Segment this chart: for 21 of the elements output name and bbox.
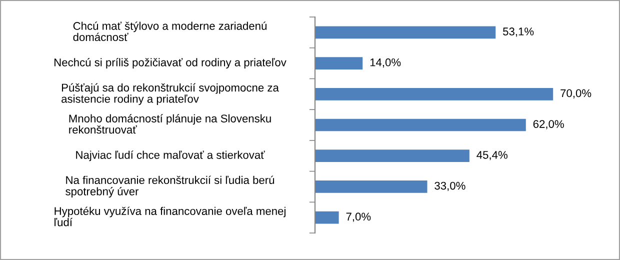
data-label: 62,0% [533,120,564,130]
bar [315,88,554,100]
data-label: 14,0% [370,58,401,68]
bar [315,57,363,70]
y-tick-label: Nechcú si príliš požičiavať od rodiny a priateľov [54,58,286,69]
y-tick-label: Púšťajú sa do rekonštrukcií svojpomocne za asistencie rodiny a priateľov [62,83,279,105]
data-label: 53,1% [503,28,534,37]
bar [315,26,496,39]
y-tick-label: Najviac ľudí chce maľovať a stierkovať [76,150,265,162]
y-tick-label: Hypotéku využíva na financovanie oveľa menej ľudí [54,206,286,226]
data-label: 7,0% [346,212,371,222]
bar [315,150,470,162]
bar [315,118,526,132]
data-label: 33,0% [434,182,466,192]
data-label: 70,0% [560,89,592,98]
data-label: 45,4% [476,151,508,160]
y-tick-label: Chcú mať štýlovo a moderne zariadenú domácnosť [73,22,266,42]
y-tick-label: Mnoho domácností plánuje na Slovensku rekonštruovať [69,114,271,134]
bar [315,211,339,224]
bar [315,180,428,193]
y-tick-label: Na financovanie rekonštrukcií si ľudia berú spotrebný úver [66,176,274,198]
